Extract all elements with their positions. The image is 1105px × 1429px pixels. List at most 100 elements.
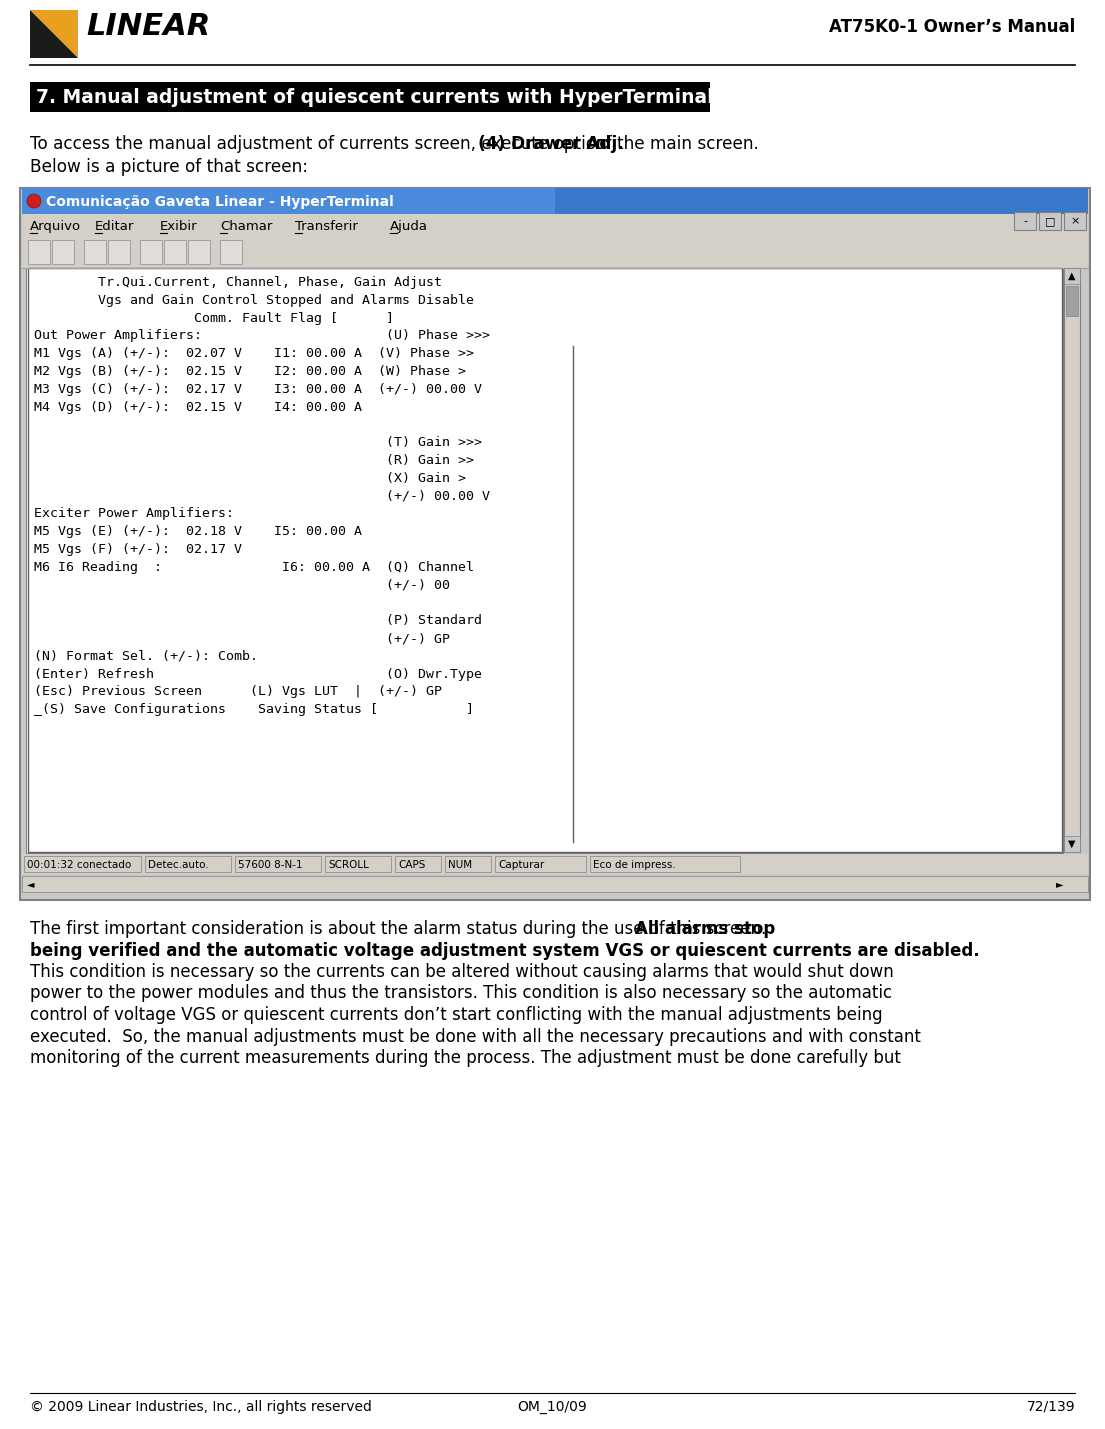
Text: M2 Vgs (B) (+/-):  02.15 V    I2: 00.00 A  (W) Phase >: M2 Vgs (B) (+/-): 02.15 V I2: 00.00 A (W…: [34, 364, 466, 379]
Text: executed.  So, the manual adjustments must be done with all the necessary precau: executed. So, the manual adjustments mus…: [30, 1027, 920, 1046]
Text: (T) Gain >>>: (T) Gain >>>: [34, 436, 482, 449]
Bar: [445, 856, 491, 872]
Bar: [22, 214, 1088, 236]
Bar: [325, 856, 391, 872]
Text: M5 Vgs (F) (+/-):  02.17 V: M5 Vgs (F) (+/-): 02.17 V: [34, 543, 242, 556]
Text: Below is a picture of that screen:: Below is a picture of that screen:: [30, 159, 308, 176]
Text: Chamar: Chamar: [220, 220, 272, 233]
Bar: [24, 856, 141, 872]
Bar: [1064, 269, 1080, 284]
Bar: [140, 240, 162, 264]
Bar: [22, 189, 555, 214]
Polygon shape: [30, 10, 78, 59]
Text: Exibir: Exibir: [160, 220, 198, 233]
Text: M1 Vgs (A) (+/-):  02.07 V    I1: 00.00 A  (V) Phase >>: M1 Vgs (A) (+/-): 02.07 V I1: 00.00 A (V…: [34, 347, 474, 360]
Bar: [1014, 211, 1036, 230]
Text: M5 Vgs (E) (+/-):  02.18 V    I5: 00.00 A: M5 Vgs (E) (+/-): 02.18 V I5: 00.00 A: [34, 526, 362, 539]
Text: _(S) Save Configurations    Saving Status [           ]: _(S) Save Configurations Saving Status […: [34, 703, 474, 716]
Text: (+/-) 00.00 V: (+/-) 00.00 V: [34, 490, 490, 503]
Bar: [108, 240, 130, 264]
Text: 57600 8-N-1: 57600 8-N-1: [238, 860, 303, 870]
Bar: [1064, 836, 1080, 852]
Text: -: -: [1023, 216, 1027, 226]
Bar: [590, 856, 740, 872]
Text: Out Power Amplifiers:                       (U) Phase >>>: Out Power Amplifiers: (U) Phase >>>: [34, 330, 490, 343]
Text: Ajuda: Ajuda: [390, 220, 428, 233]
Bar: [495, 856, 586, 872]
Bar: [30, 81, 711, 111]
Text: M4 Vgs (D) (+/-):  02.15 V    I4: 00.00 A: M4 Vgs (D) (+/-): 02.15 V I4: 00.00 A: [34, 400, 362, 413]
Text: Arquivo: Arquivo: [30, 220, 81, 233]
Text: ►: ►: [1056, 879, 1064, 889]
Bar: [164, 240, 186, 264]
Bar: [84, 240, 106, 264]
Text: of the main screen.: of the main screen.: [590, 134, 759, 153]
Text: OM_10/09: OM_10/09: [517, 1400, 587, 1415]
Text: (4) Drawer Adj.: (4) Drawer Adj.: [477, 134, 623, 153]
Bar: [22, 855, 1088, 875]
Text: Editar: Editar: [95, 220, 135, 233]
Text: 7. Manual adjustment of quiescent currents with HyperTerminal: 7. Manual adjustment of quiescent curren…: [36, 87, 714, 107]
Text: Detec.auto.: Detec.auto.: [148, 860, 209, 870]
Text: SCROLL: SCROLL: [328, 860, 369, 870]
Bar: [52, 240, 74, 264]
Text: Tr.Qui.Current, Channel, Phase, Gain Adjust: Tr.Qui.Current, Channel, Phase, Gain Adj…: [34, 276, 442, 289]
Text: LINEAR: LINEAR: [86, 11, 210, 41]
Text: All alarms stop: All alarms stop: [635, 920, 776, 937]
Text: □: □: [1044, 216, 1055, 226]
Text: monitoring of the current measurements during the process. The adjustment must b: monitoring of the current measurements d…: [30, 1049, 901, 1067]
Text: M3 Vgs (C) (+/-):  02.17 V    I3: 00.00 A  (+/-) 00.00 V: M3 Vgs (C) (+/-): 02.17 V I3: 00.00 A (+…: [34, 383, 482, 396]
Bar: [188, 240, 210, 264]
Text: ◄: ◄: [28, 879, 34, 889]
Text: M6 I6 Reading  :               I6: 00.00 A  (Q) Channel: M6 I6 Reading : I6: 00.00 A (Q) Channel: [34, 560, 474, 574]
Bar: [220, 240, 242, 264]
Bar: [28, 269, 1062, 852]
Text: (Esc) Previous Screen      (L) Vgs LUT  |  (+/-) GP: (Esc) Previous Screen (L) Vgs LUT | (+/-…: [34, 686, 442, 699]
Bar: [145, 856, 231, 872]
Text: (Enter) Refresh                             (O) Dwr.Type: (Enter) Refresh (O) Dwr.Type: [34, 667, 482, 680]
Text: The first important consideration is about the alarm status during the use of th: The first important consideration is abo…: [30, 920, 777, 937]
Text: Vgs and Gain Control Stopped and Alarms Disable: Vgs and Gain Control Stopped and Alarms …: [34, 294, 474, 307]
Bar: [1039, 211, 1061, 230]
Text: AT75K0-1 Owner’s Manual: AT75K0-1 Owner’s Manual: [829, 19, 1075, 36]
Bar: [27, 266, 1064, 855]
Text: (X) Gain >: (X) Gain >: [34, 472, 466, 484]
Text: ▲: ▲: [1069, 272, 1076, 282]
Text: NUM: NUM: [448, 860, 472, 870]
Text: Comunicação Gaveta Linear - HyperTerminal: Comunicação Gaveta Linear - HyperTermina…: [46, 194, 393, 209]
Text: Capturar: Capturar: [498, 860, 545, 870]
Text: (P) Standard: (P) Standard: [34, 614, 482, 627]
Text: © 2009 Linear Industries, Inc., all rights reserved: © 2009 Linear Industries, Inc., all righ…: [30, 1400, 372, 1415]
Text: (R) Gain >>: (R) Gain >>: [34, 454, 474, 467]
Text: Comm. Fault Flag [      ]: Comm. Fault Flag [ ]: [34, 312, 394, 324]
Polygon shape: [30, 10, 78, 59]
Bar: [1064, 269, 1080, 852]
Text: Exciter Power Amplifiers:: Exciter Power Amplifiers:: [34, 507, 234, 520]
Text: To access the manual adjustment of currents screen, execute option: To access the manual adjustment of curre…: [30, 134, 612, 153]
Text: ×: ×: [1071, 216, 1080, 226]
Bar: [22, 236, 1088, 269]
Text: CAPS: CAPS: [398, 860, 425, 870]
Text: (+/-) 00: (+/-) 00: [34, 579, 450, 592]
Text: This condition is necessary so the currents can be altered without causing alarm: This condition is necessary so the curre…: [30, 963, 894, 980]
Bar: [27, 267, 1063, 853]
Text: control of voltage VGS or quiescent currents don’t start conflicting with the ma: control of voltage VGS or quiescent curr…: [30, 1006, 883, 1025]
Bar: [235, 856, 320, 872]
Bar: [22, 876, 1088, 892]
Circle shape: [27, 194, 41, 209]
Text: being verified and the automatic voltage adjustment system VGS or quiescent curr: being verified and the automatic voltage…: [30, 942, 980, 959]
Text: Transferir: Transferir: [295, 220, 358, 233]
Bar: [22, 189, 1088, 214]
Text: Eco de impress.: Eco de impress.: [593, 860, 676, 870]
Bar: [1066, 286, 1078, 316]
Text: power to the power modules and thus the transistors. This condition is also nece: power to the power modules and thus the …: [30, 985, 892, 1003]
Text: 00:01:32 conectado: 00:01:32 conectado: [27, 860, 131, 870]
Bar: [1064, 211, 1086, 230]
Bar: [28, 240, 50, 264]
Bar: [20, 189, 1090, 900]
Text: (N) Format Sel. (+/-): Comb.: (N) Format Sel. (+/-): Comb.: [34, 650, 257, 663]
Text: (+/-) GP: (+/-) GP: [34, 632, 450, 644]
Text: ▼: ▼: [1069, 839, 1076, 849]
Text: 72/139: 72/139: [1027, 1400, 1075, 1415]
Bar: [394, 856, 441, 872]
